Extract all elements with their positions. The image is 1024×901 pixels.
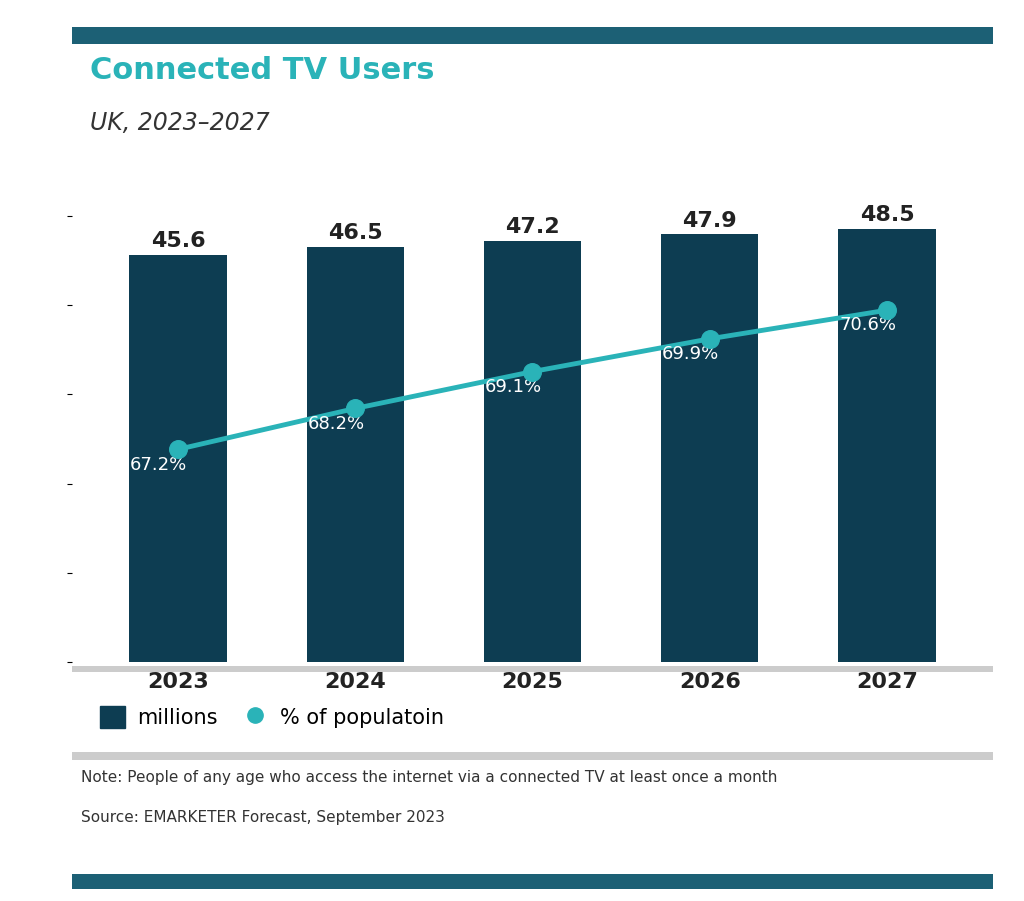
Text: 67.2%: 67.2% xyxy=(130,456,187,474)
Point xyxy=(879,303,895,317)
Bar xyxy=(306,247,404,662)
Text: UK, 2023–2027: UK, 2023–2027 xyxy=(90,111,269,134)
Text: 45.6: 45.6 xyxy=(151,232,206,251)
Bar xyxy=(660,234,759,662)
FancyBboxPatch shape xyxy=(72,752,993,760)
Text: 48.5: 48.5 xyxy=(859,205,914,225)
Point xyxy=(524,364,541,378)
Text: 46.5: 46.5 xyxy=(328,223,383,243)
FancyBboxPatch shape xyxy=(72,874,993,889)
Point xyxy=(170,442,186,457)
Bar xyxy=(839,229,936,662)
Point xyxy=(347,401,364,415)
Bar xyxy=(129,255,226,662)
Legend: millions, % of populatoin: millions, % of populatoin xyxy=(91,698,453,736)
FancyBboxPatch shape xyxy=(72,171,993,177)
Text: 70.6%: 70.6% xyxy=(839,316,896,334)
Text: Note: People of any age who access the internet via a connected TV at least once: Note: People of any age who access the i… xyxy=(81,769,777,785)
Text: 47.9: 47.9 xyxy=(682,211,737,231)
Text: 69.9%: 69.9% xyxy=(662,345,719,363)
Text: 69.1%: 69.1% xyxy=(484,378,542,396)
FancyBboxPatch shape xyxy=(72,27,993,44)
FancyBboxPatch shape xyxy=(72,666,993,672)
Text: Connected TV Users: Connected TV Users xyxy=(90,56,434,85)
Point xyxy=(701,332,718,346)
Text: Source: EMARKETER Forecast, September 2023: Source: EMARKETER Forecast, September 20… xyxy=(81,810,444,825)
Text: 68.2%: 68.2% xyxy=(307,414,365,432)
Text: 47.2: 47.2 xyxy=(505,217,560,237)
Bar xyxy=(483,241,582,662)
